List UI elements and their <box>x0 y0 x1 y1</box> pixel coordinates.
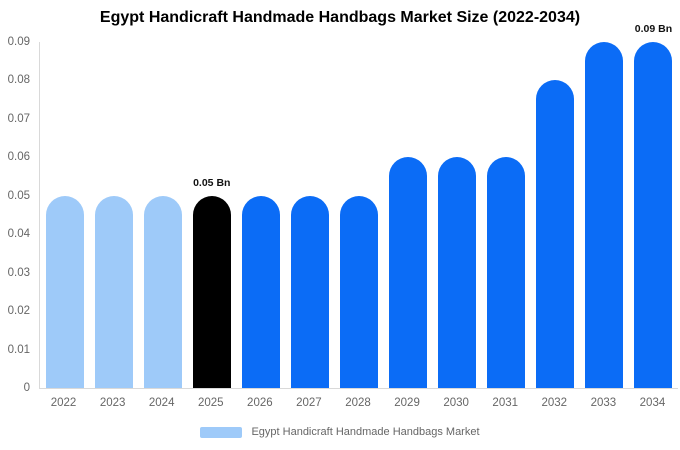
x-axis: 2022 2023 2024 2025 2026 2027 2028 2029 2030 2031… <box>39 397 677 413</box>
y-tick-label: 0.05 <box>7 189 30 202</box>
y-tick-label: 0.09 <box>7 36 30 48</box>
bar-2032[interactable] <box>536 80 575 388</box>
y-tick-label: 0.03 <box>7 266 30 279</box>
bar-2027[interactable] <box>290 195 329 388</box>
y-tick-label: 0.01 <box>7 343 30 356</box>
y-tick-label: 0.07 <box>7 112 30 125</box>
bar-2033[interactable] <box>585 42 624 388</box>
y-tick-label: 0 <box>23 382 30 394</box>
x-tick-label-2025: 2025 <box>197 397 224 409</box>
x-tick-label-2024: 2024 <box>148 397 175 409</box>
bar-2026[interactable] <box>241 195 280 388</box>
x-tick-label-2034: 2034 <box>639 397 666 409</box>
bar-2022[interactable] <box>45 195 84 388</box>
y-tick-label: 0.06 <box>7 151 30 164</box>
bar-2025[interactable] <box>192 195 231 388</box>
legend[interactable]: Egypt Handicraft Handmade Handbags Marke… <box>0 426 680 438</box>
x-tick-label-2030: 2030 <box>443 397 469 409</box>
x-tick-label-2023: 2023 <box>99 397 126 409</box>
bar-2028[interactable] <box>340 195 378 388</box>
bar-2023[interactable] <box>94 195 133 388</box>
bar-2024[interactable] <box>143 195 182 388</box>
bar-2034[interactable] <box>634 42 673 388</box>
bar-2029[interactable] <box>389 157 428 388</box>
chart-title: Egypt Handicraft Handmade Handbags Marke… <box>99 9 581 26</box>
x-tick-label-2033: 2033 <box>590 397 617 409</box>
y-tick-label: 0.02 <box>7 305 30 318</box>
bar-2031[interactable] <box>487 157 526 388</box>
x-tick-label-2026: 2026 <box>247 397 273 409</box>
y-axis: 0 0.01 0.02 0.03 0.04 0.05 0.06 0.07 0.08 0.09 <box>0 36 34 394</box>
x-tick-label-2029: 2029 <box>394 397 420 409</box>
x-tick-label-2028: 2028 <box>345 397 371 409</box>
bar-value-label-2025: 0.05 Bn <box>193 176 231 189</box>
x-tick-label-2031: 2031 <box>492 397 519 409</box>
y-tick-label: 0.04 <box>7 228 30 241</box>
plot-area: 0.05 Bn 0.09 Bn <box>39 23 678 389</box>
x-tick-label-2022: 2022 <box>50 397 77 409</box>
x-tick-label-2032: 2032 <box>541 397 568 409</box>
x-tick-label-2027: 2027 <box>296 397 322 409</box>
legend-label: Egypt Handicraft Handmade Handbags Marke… <box>251 426 480 438</box>
bar-2030[interactable] <box>438 157 477 388</box>
y-tick-label: 0.08 <box>7 74 30 87</box>
legend-swatch-icon <box>200 426 243 438</box>
bar-value-label-2034: 0.09 Bn <box>634 23 673 35</box>
